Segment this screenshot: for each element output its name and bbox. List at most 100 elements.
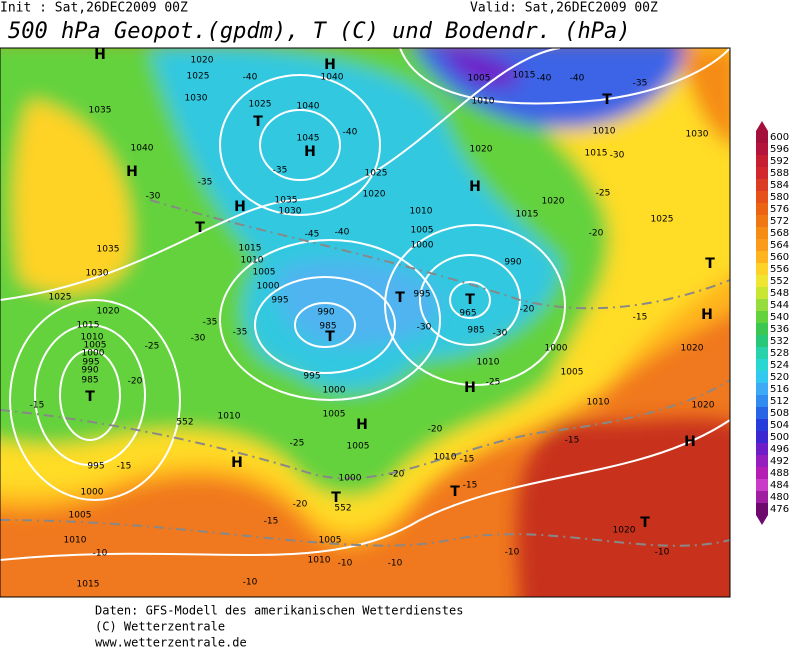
contour-label: 1040 [131, 144, 154, 154]
colorbar-tick-label: 500 [770, 432, 789, 443]
colorbar-cap [756, 121, 768, 131]
colorbar-swatch [756, 395, 768, 407]
contour-label: -10 [505, 548, 520, 558]
colorbar-swatch [756, 503, 768, 515]
contour-label: -35 [203, 318, 218, 328]
contour-label: -25 [290, 439, 305, 449]
contour-label: 1015 [516, 210, 539, 220]
contour-label: -40 [570, 74, 585, 84]
colorbar-tick-label: 520 [770, 372, 789, 383]
contour-label: 990 [504, 258, 521, 268]
contour-label: 1000 [81, 488, 104, 498]
colorbar-swatch [756, 323, 768, 335]
isobars [0, 48, 730, 561]
pressure-center: T [195, 220, 205, 236]
pressure-center: T [640, 515, 650, 531]
contour-label: 1030 [279, 207, 302, 217]
contour-label: 1025 [187, 72, 210, 82]
contour-label: 1030 [185, 94, 208, 104]
footer-line: Daten: GFS-Modell des amerikanischen Wet… [95, 604, 463, 618]
pressure-center: T [705, 256, 715, 272]
pressure-center: T [253, 114, 263, 130]
colorbar-tick-label: 560 [770, 252, 789, 263]
colorbar-tick-label: 584 [770, 180, 789, 191]
contour-label: -40 [335, 228, 350, 238]
colorbar-tick-label: 532 [770, 336, 789, 347]
contour-label: 1005 [347, 442, 370, 452]
colorbar-tick-label: 556 [770, 264, 789, 275]
contour-label: 1015 [239, 244, 262, 254]
contour-label: 1010 [64, 536, 87, 546]
colorbar-tick-label: 568 [770, 228, 789, 239]
contour-label: 1035 [275, 196, 298, 206]
colorbar-tick-label: 536 [770, 324, 789, 335]
colorbar-swatch [756, 287, 768, 299]
contour-label: -25 [596, 189, 611, 199]
contour-label: 1000 [323, 386, 346, 396]
title: 500 hPa Geopot.(gpdm), T (C) und Bodendr… [8, 19, 631, 44]
colorbar-swatch [756, 299, 768, 311]
valid-text: Valid: Sat,26DEC2009 00Z [470, 1, 658, 16]
colorbar-swatch [756, 155, 768, 167]
contour-label: 1025 [651, 215, 674, 225]
contour-label: -15 [30, 401, 45, 411]
pressure-center: H [464, 380, 476, 396]
pressure-center: H [356, 417, 368, 433]
pressure-center: T [602, 92, 612, 108]
contour-label: 1005 [69, 511, 92, 521]
pressure-center: H [94, 47, 106, 63]
colorbar-tick-label: 484 [770, 480, 789, 491]
contour-label: -40 [537, 74, 552, 84]
contour-label: -15 [633, 313, 648, 323]
contour-label: -20 [293, 500, 308, 510]
contour-label: -10 [655, 548, 670, 558]
contour-label: 1000 [545, 344, 568, 354]
contour-label: -10 [93, 549, 108, 559]
colorbar-tick-label: 580 [770, 192, 789, 203]
contour-label: 965 [459, 309, 476, 319]
colorbar-swatch [756, 131, 768, 143]
colorbar-tick-label: 552 [770, 276, 789, 287]
contour-label: 1025 [365, 169, 388, 179]
colorbar-tick-label: 528 [770, 348, 789, 359]
pressure-center: T [450, 484, 460, 500]
contour-label: 1005 [468, 74, 491, 84]
contour-label: -30 [417, 323, 432, 333]
colorbar-tick-label: 524 [770, 360, 789, 371]
contour-label: -20 [520, 305, 535, 315]
contour-label: 1010 [472, 97, 495, 107]
pressure-center: T [395, 290, 405, 306]
colorbar-tick-label: 576 [770, 204, 789, 215]
contour-label: -30 [146, 192, 161, 202]
contour-label: -30 [610, 151, 625, 161]
contour-label: 1030 [86, 269, 109, 279]
contour-label: -20 [128, 377, 143, 387]
contour-label: 995 [87, 462, 104, 472]
contour-label: 1020 [191, 56, 214, 66]
colorbar-tick-label: 512 [770, 396, 789, 407]
colorbar-swatch [756, 371, 768, 383]
colorbar-tick-label: 588 [770, 168, 789, 179]
contour-label: 1005 [411, 226, 434, 236]
pressure-center: H [469, 179, 481, 195]
colorbar-swatch [756, 491, 768, 503]
colorbar-swatch [756, 383, 768, 395]
contour-label: -40 [243, 73, 258, 83]
contour-label: 1010 [241, 256, 264, 266]
colorbar-tick-label: 516 [770, 384, 789, 395]
colorbar-cap [756, 515, 768, 525]
contour-label: -35 [198, 178, 213, 188]
colorbar-swatch [756, 431, 768, 443]
contour-label: 1020 [363, 190, 386, 200]
contour-label: -35 [633, 79, 648, 89]
contour-label: 990 [317, 308, 334, 318]
pressure-center: H [304, 144, 316, 160]
contour-label: 1035 [97, 245, 120, 255]
contour-label: -15 [117, 462, 132, 472]
colorbar-swatch [756, 227, 768, 239]
contour-label: -35 [233, 328, 248, 338]
contour-label: 1005 [84, 341, 107, 351]
contour-label: 1020 [97, 307, 120, 317]
